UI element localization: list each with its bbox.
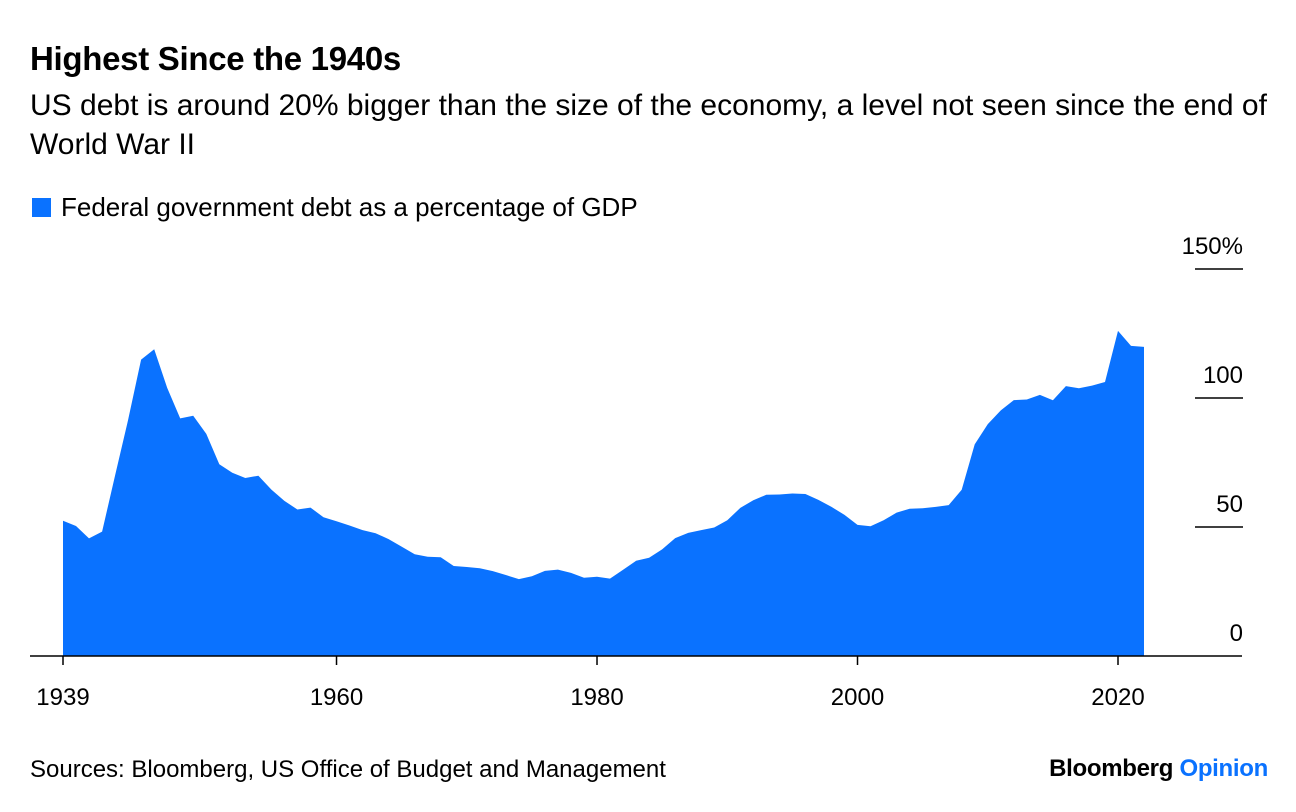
x-tick-label-1939: 1939 bbox=[36, 684, 89, 711]
chart-subtitle: US debt is around 20% bigger than the si… bbox=[30, 89, 1267, 161]
brand-main: Bloomberg bbox=[1049, 755, 1174, 782]
x-tick-label-1960: 1960 bbox=[310, 684, 363, 711]
y-tick-label-50: 50 bbox=[1216, 491, 1243, 518]
x-tick-label-2000: 2000 bbox=[831, 684, 884, 711]
y-tick-label-100: 100 bbox=[1203, 362, 1243, 389]
debt-area-series bbox=[63, 330, 1144, 656]
x-tick-label-2020: 2020 bbox=[1091, 684, 1144, 711]
source-note: Sources: Bloomberg, US Office of Budget … bbox=[30, 756, 666, 783]
legend-label: Federal government debt as a percentage … bbox=[61, 192, 638, 222]
brand-logo: Bloomberg Opinion bbox=[1049, 755, 1268, 783]
y-tick-label-150: 150% bbox=[1182, 233, 1243, 260]
chart-title: Highest Since the 1940s bbox=[30, 40, 401, 77]
x-tick-label-1980: 1980 bbox=[570, 684, 623, 711]
brand-accent: Opinion bbox=[1179, 755, 1268, 782]
y-tick-label-0: 0 bbox=[1230, 620, 1243, 647]
legend-swatch bbox=[32, 198, 51, 217]
chart-legend: Federal government debt as a percentage … bbox=[32, 192, 638, 223]
